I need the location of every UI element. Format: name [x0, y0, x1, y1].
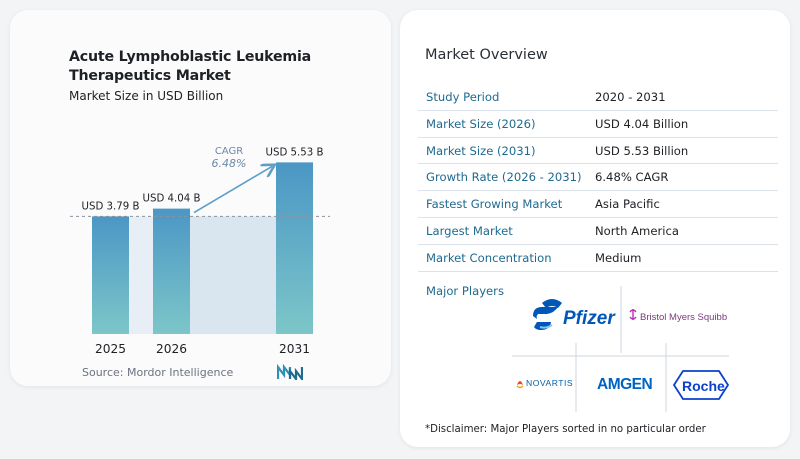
- overview-row: Study Period 2020 - 2031: [418, 84, 778, 111]
- mordor-logo-icon: [277, 364, 303, 380]
- bar-chart: USD 3.79 B 2025 USD 4.04 B 2026 USD 5.53 B 20…: [70, 146, 330, 356]
- chart-title: Acute Lymphoblastic Leukemia Therapeutic…: [69, 49, 312, 84]
- cagr-arrow: [193, 166, 272, 214]
- bar-value-label: USD 4.04 B: [143, 194, 201, 205]
- overview-row: Growth Rate (2026 - 2031) 6.48% CAGR: [418, 164, 778, 192]
- overview-row: Market Concentration Medium: [418, 245, 778, 272]
- x-tick-label: 2026: [156, 342, 187, 356]
- overview-table: Study Period 2020 - 2031 Market Size (20…: [418, 84, 778, 272]
- cagr-label: CAGR: [215, 146, 243, 157]
- disclaimer: *Disclaimer: Major Players sorted in no …: [425, 424, 706, 435]
- overview-row: Market Size (2031) USD 5.53 Billion: [418, 138, 778, 165]
- row-value: 6.48% CAGR: [595, 170, 669, 185]
- growth-shade: [129, 216, 153, 334]
- growth-shade: [190, 216, 276, 334]
- x-tick-label: 2025: [95, 342, 126, 356]
- row-label: Market Size (2026): [426, 116, 536, 131]
- row-label: Market Size (2031): [426, 143, 536, 158]
- bar-value-label: USD 3.79 B: [82, 201, 140, 212]
- row-value: USD 5.53 Billion: [595, 143, 689, 158]
- x-tick-label: 2031: [279, 342, 310, 356]
- overview-row: Largest Market North America: [418, 218, 778, 245]
- overview-row: Market Size (2026) USD 4.04 Billion: [418, 111, 778, 138]
- row-value: USD 4.04 Billion: [595, 116, 689, 131]
- row-value: Medium: [595, 250, 642, 265]
- bar-value-label: USD 5.53 B: [266, 147, 324, 158]
- row-label: Growth Rate (2026 - 2031): [426, 170, 582, 185]
- bar-2025: [92, 216, 129, 334]
- cagr-value: 6.48%: [212, 157, 247, 170]
- source-note: Source: Mordor Intelligence: [82, 366, 234, 379]
- major-players-title: Major Players: [426, 284, 504, 298]
- bar-2031: [276, 162, 313, 334]
- overview-title: Market Overview: [425, 47, 548, 63]
- row-label: Fastest Growing Market: [426, 197, 563, 212]
- row-value: North America: [595, 223, 679, 238]
- bar-2026: [153, 208, 190, 334]
- chart-subtitle: Market Size in USD Billion: [69, 89, 224, 103]
- row-label: Study Period: [426, 90, 500, 104]
- row-label: Market Concentration: [426, 250, 552, 265]
- row-label: Largest Market: [426, 223, 513, 238]
- overview-row: Fastest Growing Market Asia Pacific: [418, 191, 778, 218]
- row-value: Asia Pacific: [595, 197, 660, 212]
- row-value: 2020 - 2031: [595, 90, 666, 104]
